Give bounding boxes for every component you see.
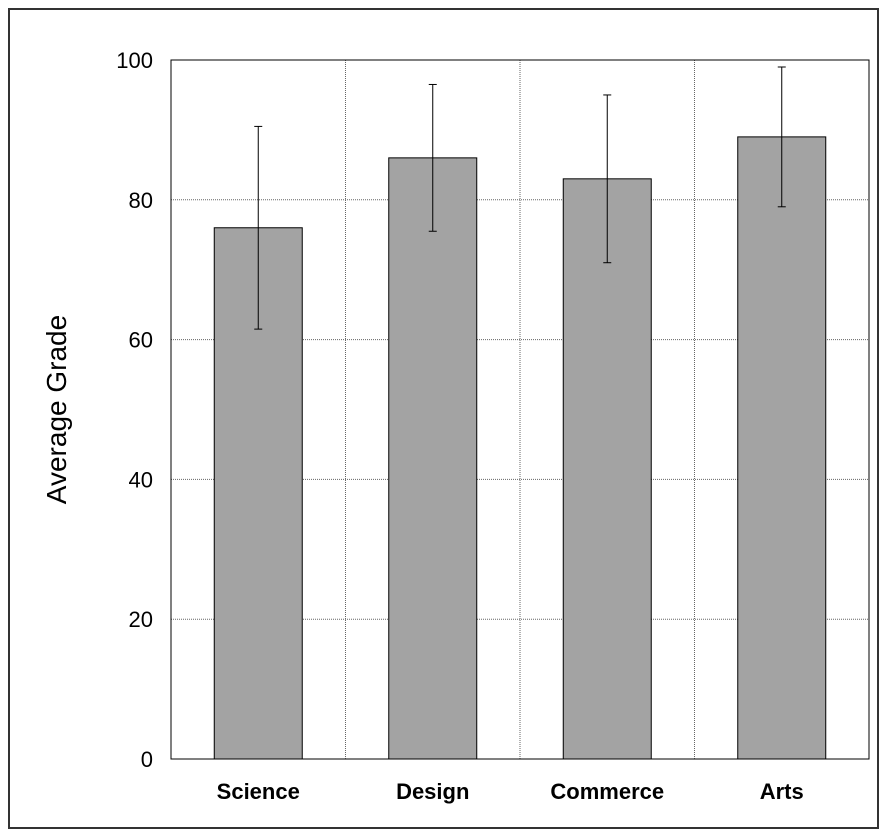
bar-design bbox=[388, 157, 478, 760]
bar-arts bbox=[737, 136, 827, 760]
error-bar-commerce bbox=[603, 94, 612, 264]
y-tick-label: 100 bbox=[116, 48, 153, 73]
y-tick-labels: 0 20 40 60 80 100 bbox=[116, 48, 153, 772]
x-category-labels: Science Design Commerce Arts bbox=[217, 779, 804, 804]
y-tick-label: 20 bbox=[129, 607, 153, 632]
error-bars bbox=[254, 66, 786, 330]
y-axis-title: Average Grade bbox=[41, 315, 72, 504]
plot-area-border bbox=[170, 59, 870, 760]
y-tick-label: 80 bbox=[129, 188, 153, 213]
error-bar-arts bbox=[777, 66, 786, 208]
x-category-label: Science bbox=[217, 779, 300, 804]
x-category-label: Arts bbox=[760, 779, 804, 804]
x-category-label: Design bbox=[396, 779, 469, 804]
error-bar-science bbox=[254, 125, 263, 330]
y-tick-label: 60 bbox=[129, 328, 153, 353]
error-bar-design bbox=[428, 83, 437, 232]
bar-commerce bbox=[562, 178, 652, 760]
x-category-label: Commerce bbox=[550, 779, 664, 804]
y-tick-label: 40 bbox=[129, 467, 153, 492]
y-tick-label: 0 bbox=[141, 747, 153, 772]
